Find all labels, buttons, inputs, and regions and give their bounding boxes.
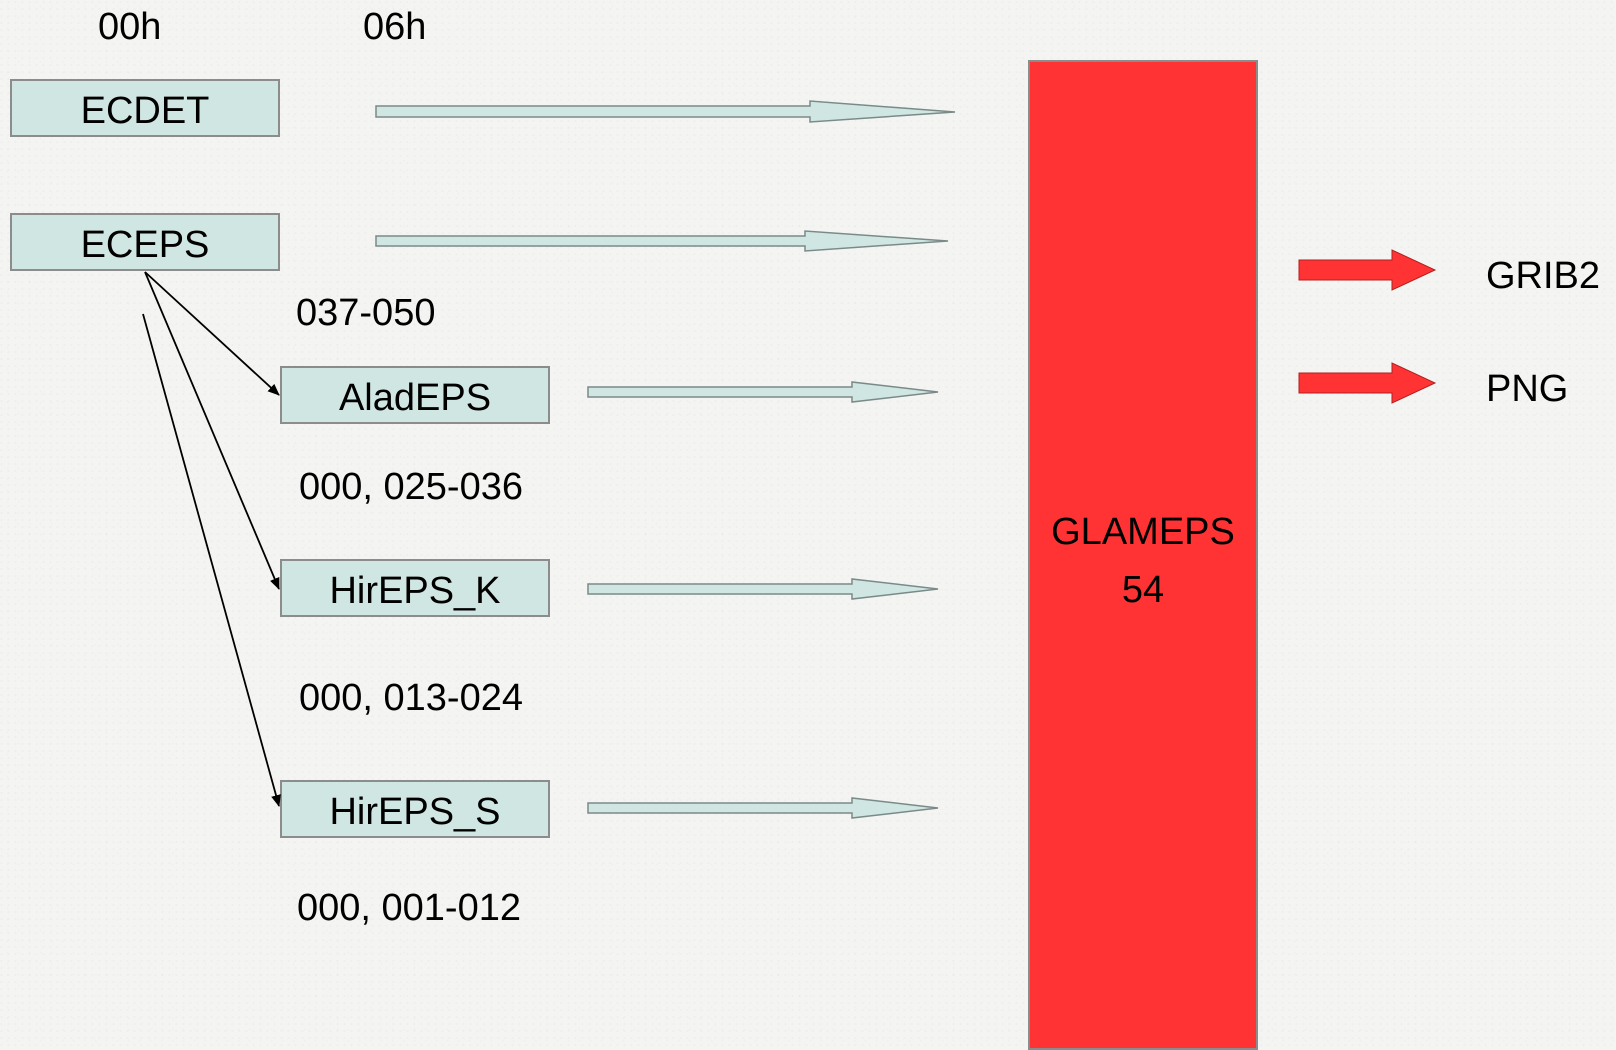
aladeps-to-glameps-arrow	[587, 381, 939, 403]
png-output-arrow	[1298, 362, 1437, 404]
eceps-to-hireps-k-line	[144, 271, 280, 590]
time-label-00h: 00h	[98, 6, 162, 48]
grib2-output-label: GRIB2	[1486, 255, 1601, 297]
ecdet-to-glameps-arrow	[375, 100, 956, 123]
hireps-s-range-label: 000, 001-012	[297, 887, 521, 929]
eceps-to-hireps-s-line	[142, 313, 281, 807]
hireps-k-to-glameps-arrow	[587, 578, 939, 600]
eceps-to-aladeps-line	[144, 271, 280, 396]
hireps-s-to-glameps-arrow	[587, 797, 939, 819]
eceps-to-glameps-arrow	[375, 230, 949, 252]
grib2-output-arrow	[1298, 249, 1437, 291]
glameps-block	[1028, 60, 1258, 1050]
png-output-label: PNG	[1486, 368, 1569, 410]
hireps-k-box: HirEPS_K	[280, 559, 550, 617]
ecdet-box: ECDET	[10, 79, 280, 137]
eceps-range-label: 037-050	[296, 292, 436, 334]
aladeps-box: AladEPS	[280, 366, 550, 424]
glameps-label: GLAMEPS 54	[1028, 503, 1258, 619]
glameps-name: GLAMEPS	[1051, 511, 1235, 553]
hireps-s-box: HirEPS_S	[280, 780, 550, 838]
hireps-k-range-label: 000, 013-024	[299, 677, 523, 719]
glameps-count: 54	[1121, 569, 1165, 611]
aladeps-range-label: 000, 025-036	[299, 466, 523, 508]
time-label-06h: 06h	[363, 6, 427, 48]
eceps-box: ECEPS	[10, 213, 280, 271]
